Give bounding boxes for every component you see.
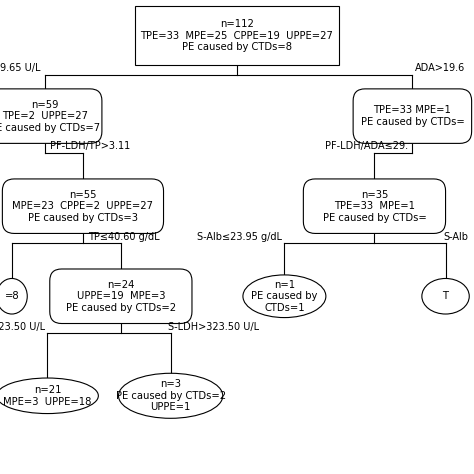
Text: S-LDH≤323.50 U/L: S-LDH≤323.50 U/L: [0, 321, 45, 332]
Text: n=3
PE caused by CTDs=2
UPPE=1: n=3 PE caused by CTDs=2 UPPE=1: [116, 379, 226, 412]
Text: n=21
MPE=3  UPPE=18: n=21 MPE=3 UPPE=18: [3, 385, 91, 407]
Text: n=35
TPE=33  MPE=1
PE caused by CTDs=: n=35 TPE=33 MPE=1 PE caused by CTDs=: [323, 190, 426, 223]
Ellipse shape: [422, 279, 469, 314]
Text: S-LDH>323.50 U/L: S-LDH>323.50 U/L: [168, 321, 259, 332]
Text: n=59
TPE=2  UPPE=27
PE caused by CTDs=7: n=59 TPE=2 UPPE=27 PE caused by CTDs=7: [0, 100, 100, 133]
FancyBboxPatch shape: [303, 179, 446, 234]
Text: n=112
TPE=33  MPE=25  CPPE=19  UPPE=27
PE caused by CTDs=8: n=112 TPE=33 MPE=25 CPPE=19 UPPE=27 PE c…: [141, 19, 333, 52]
Ellipse shape: [118, 374, 223, 418]
Ellipse shape: [243, 275, 326, 318]
Text: S-Alb: S-Alb: [443, 231, 468, 242]
Ellipse shape: [0, 279, 27, 314]
Text: T: T: [443, 291, 448, 301]
Text: =8: =8: [5, 291, 19, 301]
Ellipse shape: [0, 378, 99, 413]
Text: ADA>19.6: ADA>19.6: [415, 63, 465, 73]
FancyBboxPatch shape: [50, 269, 192, 323]
Text: PF-LDH/TP>3.11: PF-LDH/TP>3.11: [50, 141, 130, 152]
Text: ADA≤19.65 U/L: ADA≤19.65 U/L: [0, 63, 40, 73]
FancyBboxPatch shape: [353, 89, 472, 143]
FancyBboxPatch shape: [2, 179, 164, 234]
Text: n=55
MPE=23  CPPE=2  UPPE=27
PE caused by CTDs=3: n=55 MPE=23 CPPE=2 UPPE=27 PE caused by …: [12, 190, 154, 223]
Text: S-Alb≤23.95 g/dL: S-Alb≤23.95 g/dL: [197, 231, 282, 242]
Text: n=24
UPPE=19  MPE=3
PE caused by CTDs=2: n=24 UPPE=19 MPE=3 PE caused by CTDs=2: [66, 280, 176, 313]
FancyBboxPatch shape: [135, 6, 339, 65]
Text: TPE=33 MPE=1
PE caused by CTDs=: TPE=33 MPE=1 PE caused by CTDs=: [361, 105, 464, 127]
FancyBboxPatch shape: [0, 89, 102, 143]
Text: PF-LDH/ADA≤29.: PF-LDH/ADA≤29.: [325, 141, 408, 152]
Text: TP≤40.60 g/dL: TP≤40.60 g/dL: [88, 231, 159, 242]
Text: n=1
PE caused by
CTDs=1: n=1 PE caused by CTDs=1: [251, 280, 318, 313]
